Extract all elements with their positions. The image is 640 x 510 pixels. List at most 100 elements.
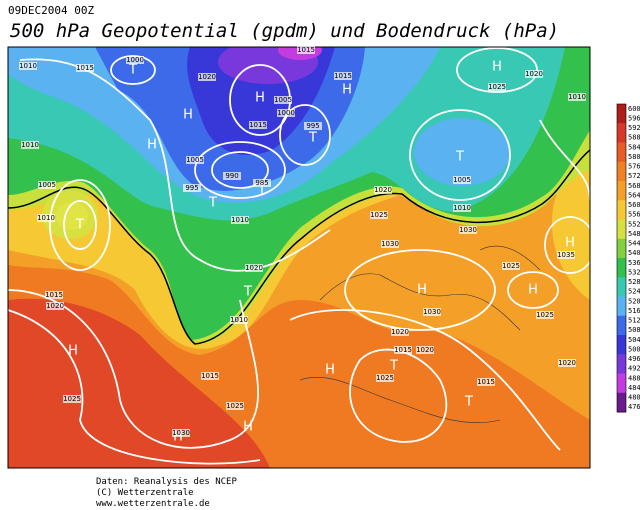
isobar-label-bg — [46, 302, 64, 310]
pressure-center: H — [417, 283, 427, 298]
pressure-center: T — [455, 150, 464, 165]
pressure-center: T — [208, 196, 217, 211]
colorbar-label: 564 — [628, 191, 640, 199]
colorbar-swatch — [617, 200, 626, 211]
isobar-label: 1005 — [453, 176, 471, 184]
isobar-label: 985 — [255, 179, 268, 187]
colorbar-label: 492 — [628, 365, 640, 373]
colorbar-label: 476 — [628, 403, 640, 411]
colorbar-swatch — [617, 229, 626, 240]
isobar-label-bg — [477, 378, 495, 386]
pressure-center: H — [342, 83, 352, 98]
isobar-label-bg — [568, 93, 586, 101]
colorbar-label: 496 — [628, 355, 640, 363]
isobar-label-bg — [488, 83, 506, 91]
colorbar-swatch — [617, 325, 626, 336]
isobar-label: 1015 — [334, 72, 352, 80]
isobar-label-bg — [45, 291, 63, 299]
colorbar-label: 532 — [628, 268, 640, 276]
colorbar-swatch — [617, 171, 626, 182]
colorbar-label: 536 — [628, 259, 640, 267]
colorbar-label: 520 — [628, 297, 640, 305]
isobar-label: 1015 — [297, 46, 315, 54]
isobar-label-bg — [502, 262, 520, 270]
isobar-label: 1020 — [198, 73, 216, 81]
isobar-label-bg — [198, 73, 216, 81]
isobar-label: 1005 — [274, 96, 292, 104]
isobar-label-bg — [37, 214, 55, 222]
pressure-center: H — [492, 60, 502, 75]
isobar-label-bg — [525, 70, 543, 78]
colorbar-swatch — [617, 267, 626, 278]
pressure-center: H — [68, 344, 78, 359]
colorbar-label: 576 — [628, 163, 640, 171]
isobar-label-bg — [304, 122, 322, 130]
colorbar-swatch — [617, 142, 626, 153]
isobar-label-bg — [223, 172, 241, 180]
pressure-center: H — [528, 283, 538, 298]
isobar-label-bg — [245, 264, 263, 272]
isobar-label: 1030 — [381, 240, 399, 248]
colorbar-label: 544 — [628, 240, 640, 248]
colorbar-label: 572 — [628, 172, 640, 180]
colorbar-label: 488 — [628, 374, 640, 382]
colorbar-swatch — [617, 402, 626, 413]
colorbar-swatch — [617, 104, 626, 115]
colorbar-label: 592 — [628, 124, 640, 132]
isobar-label-bg — [21, 141, 39, 149]
isobar-label: 1015 — [477, 378, 495, 386]
pressure-center: H — [325, 363, 335, 378]
isobar-label: 1020 — [558, 359, 576, 367]
isobar-label-bg — [231, 216, 249, 224]
isobar-label-bg — [183, 184, 201, 192]
isobar-label-bg — [453, 176, 471, 184]
colorbar-swatch — [617, 238, 626, 249]
isobar-label-bg — [274, 96, 292, 104]
isobar-label-bg — [459, 226, 477, 234]
isobar-label-bg — [19, 62, 37, 70]
isobar-label: 995 — [185, 184, 198, 192]
pressure-center: T — [257, 183, 266, 198]
colorbar-label: 512 — [628, 317, 640, 325]
pressure-center: H — [243, 420, 253, 435]
pressure-center: T — [243, 285, 252, 300]
isobar-label: 1025 — [376, 374, 394, 382]
date: 09DEC2004 00Z — [8, 4, 94, 17]
pressure-center: H — [565, 236, 575, 251]
colorbar-label: 600 — [628, 105, 640, 113]
colorbar-swatch — [617, 113, 626, 124]
colorbar-swatch — [617, 161, 626, 172]
colorbar-label: 584 — [628, 143, 640, 151]
isobar-label: 1005 — [186, 156, 204, 164]
colorbar-swatch — [617, 392, 626, 403]
pressure-center: H — [183, 108, 193, 123]
isobar-label-bg — [391, 328, 409, 336]
pressure-center: T — [308, 131, 317, 146]
colorbar-swatch — [617, 315, 626, 326]
isobar-label: 1025 — [226, 402, 244, 410]
pressure-center: T — [128, 63, 137, 78]
colorbar-label: 508 — [628, 326, 640, 334]
colorbar-swatch — [617, 277, 626, 288]
isobar-label: 990 — [225, 172, 238, 180]
colorbar-label: 480 — [628, 394, 640, 402]
colorbar-swatch — [617, 132, 626, 143]
colorbar-swatch — [617, 306, 626, 317]
colorbar-label: 484 — [628, 384, 640, 392]
colorbar-swatch — [617, 209, 626, 220]
colorbar-swatch — [617, 219, 626, 230]
colorbar-label: 540 — [628, 249, 640, 257]
colorbar-label: 588 — [628, 134, 640, 142]
isobar-label: 1035 — [557, 251, 575, 259]
isobar-label-bg — [186, 156, 204, 164]
colorbar-swatch — [617, 354, 626, 365]
colorbar-swatch — [617, 152, 626, 163]
isobar-label-bg — [38, 181, 56, 189]
isobar-label: 1020 — [391, 328, 409, 336]
colorbar-swatch — [617, 335, 626, 346]
pressure-center: T — [464, 395, 473, 410]
colorbar-label: 596 — [628, 114, 640, 122]
isobar-label-bg — [416, 346, 434, 354]
isobar-label: 1020 — [245, 264, 263, 272]
